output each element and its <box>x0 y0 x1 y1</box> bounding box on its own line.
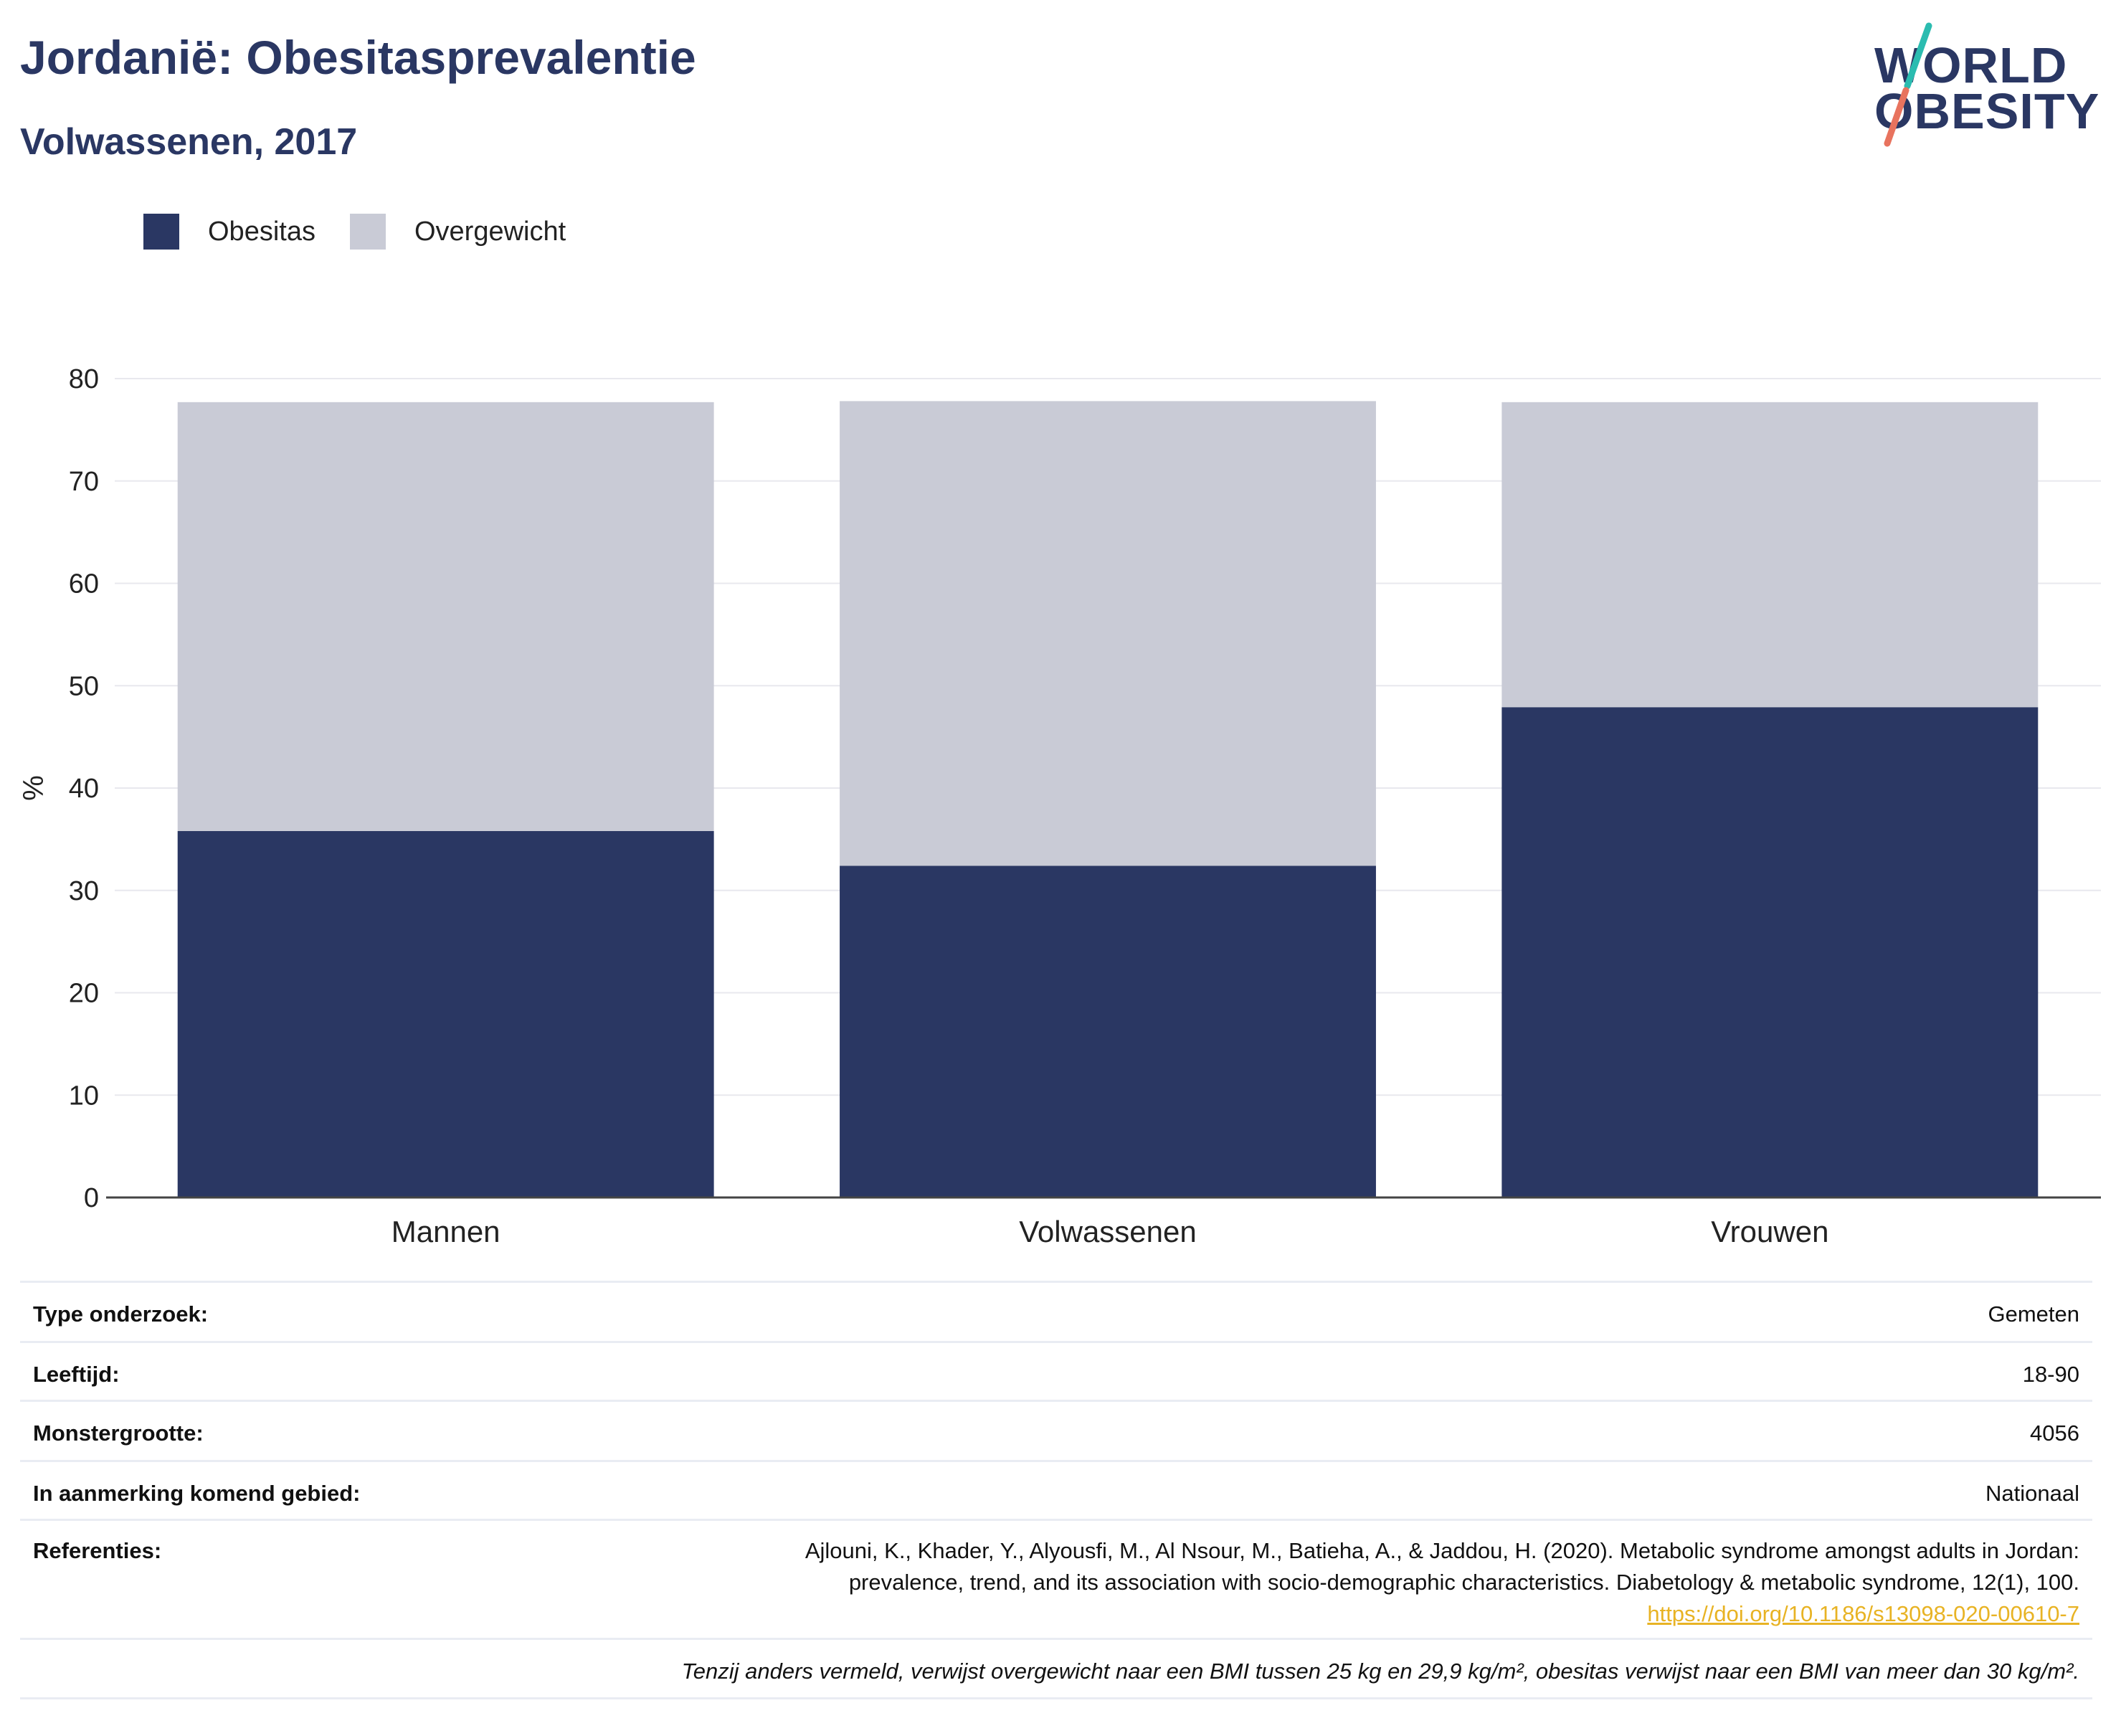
info-table: Type onderzoek: Gemeten Leeftijd: 18-90 … <box>20 1281 2092 1699</box>
y-tick-label: 30 <box>69 876 99 906</box>
references-value: Ajlouni, K., Khader, Y., Alyousfi, M., A… <box>805 1535 2079 1630</box>
legend-label-obesitas: Obesitas <box>208 216 315 247</box>
logo-slash-icon <box>1884 22 1932 147</box>
references-label: Referenties: <box>33 1538 162 1563</box>
bar-obesitas-volwassenen <box>840 865 1376 1197</box>
y-tick-label: 20 <box>69 979 99 1009</box>
info-row-references: Referenties: Ajlouni, K., Khader, Y., Al… <box>20 1519 2092 1638</box>
logo-text-obesity: OBESITY <box>1874 83 2100 139</box>
x-tick-label: Mannen <box>392 1215 500 1248</box>
bar-overgewicht-vrouwen <box>1501 402 2039 708</box>
bar-obesitas-mannen <box>177 830 714 1197</box>
y-tick-label: 40 <box>69 774 99 804</box>
reference-line-2: prevalence, trend, and its association w… <box>848 1570 2079 1595</box>
info-row-age: Leeftijd: 18-90 <box>20 1341 2092 1400</box>
page-title: Jordanië: Obesitasprevalentie <box>20 31 696 84</box>
age-label: Leeftijd: <box>33 1362 120 1387</box>
x-tick-label: Volwassenen <box>1019 1215 1197 1248</box>
info-row-survey-type: Type onderzoek: Gemeten <box>20 1281 2092 1341</box>
y-tick-label: 70 <box>69 467 99 497</box>
info-row-area: In aanmerking komend gebied: Nationaal <box>20 1460 2092 1519</box>
page-subtitle: Volwassenen, 2017 <box>20 121 358 163</box>
bar-overgewicht-volwassenen <box>840 401 1376 866</box>
y-tick-label: 50 <box>69 671 99 701</box>
legend-label-overgewicht: Overgewicht <box>414 216 566 247</box>
y-tick-label: 0 <box>84 1183 99 1213</box>
info-row-footnote: Tenzij anders vermeld, verwijst overgewi… <box>20 1638 2092 1699</box>
area-value: Nationaal <box>1985 1481 2079 1506</box>
footnote-text: Tenzij anders vermeld, verwijst overgewi… <box>681 1659 2079 1684</box>
bar-chart: 0 10 20 30 40 50 60 70 80% Mannen Volwassenen Vrouw… <box>18 364 2101 1248</box>
y-tick-label: 80 <box>69 364 99 394</box>
sample-size-value: 4056 <box>2030 1420 2079 1446</box>
reference-doi-link[interactable]: https://doi.org/10.1186/s13098-020-00610… <box>1647 1601 2079 1626</box>
chart-legend: Obesitas Overgewicht <box>143 214 600 250</box>
world-obesity-logo: WORLD OBESITY <box>1871 20 2108 156</box>
area-label: In aanmerking komend gebied: <box>33 1481 361 1506</box>
bar-overgewicht-mannen <box>177 402 714 831</box>
age-value: 18-90 <box>2022 1362 2079 1387</box>
info-row-sample-size: Monstergrootte: 4056 <box>20 1400 2092 1460</box>
reference-line-1: Ajlouni, K., Khader, Y., Alyousfi, M., A… <box>805 1538 2079 1563</box>
bar-obesitas-vrouwen <box>1501 707 2039 1197</box>
y-tick-label: 10 <box>69 1081 99 1111</box>
y-axis-label: % <box>18 775 49 801</box>
legend-swatch-overgewicht <box>349 214 386 250</box>
survey-type-value: Gemeten <box>1988 1301 2079 1327</box>
sample-size-label: Monstergrootte: <box>33 1420 204 1446</box>
x-tick-label: Vrouwen <box>1711 1215 1828 1248</box>
legend-item-overgewicht: Overgewicht <box>349 214 566 250</box>
y-tick-label: 60 <box>69 569 99 599</box>
legend-item-obesitas: Obesitas <box>143 214 315 250</box>
survey-type-label: Type onderzoek: <box>33 1301 209 1327</box>
legend-swatch-obesitas <box>143 214 179 250</box>
